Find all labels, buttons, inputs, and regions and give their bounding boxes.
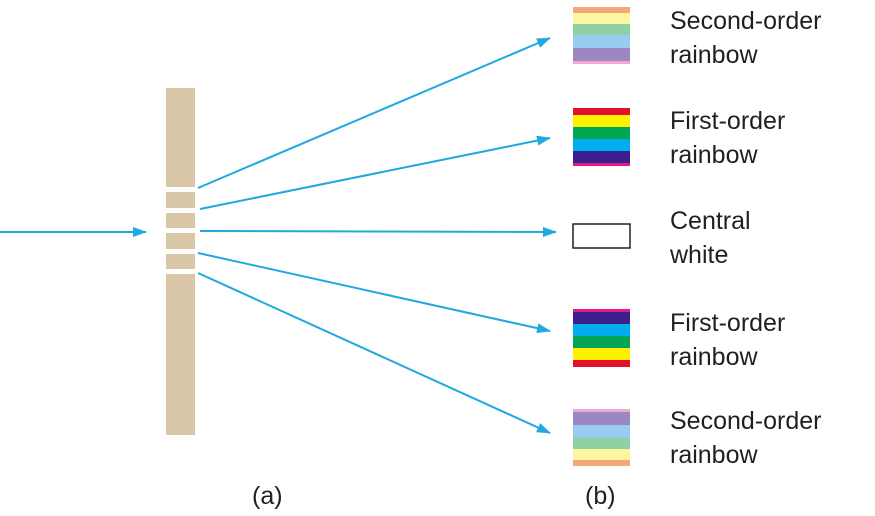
second-order-top-band: [573, 7, 630, 13]
second-order-bottom-band: [573, 438, 630, 449]
label-line: First-order: [670, 107, 786, 135]
second-order-bottom-band: [573, 425, 630, 438]
label-line: rainbow: [670, 41, 758, 69]
second-order-top-band: [573, 35, 630, 48]
label-central-white: Central white: [670, 204, 751, 272]
first-order-top-band: [573, 139, 630, 151]
label-first-order-top: First-order rainbow: [670, 104, 785, 172]
label-line: Second-order: [670, 7, 822, 35]
first-order-top-band: [573, 163, 630, 166]
label-line: Central: [670, 207, 751, 235]
label-first-order-bottom: First-order rainbow: [670, 306, 785, 374]
first-order-bottom-band: [573, 360, 630, 367]
second-order-bottom-band: [573, 449, 630, 460]
second-order-top-band: [573, 13, 630, 24]
label-line: rainbow: [670, 441, 758, 469]
first-order-bottom-band: [573, 348, 630, 360]
ray-second-order-down: [197, 272, 551, 434]
central-white-swatch: [572, 223, 631, 249]
label-line: Second-order: [670, 407, 822, 435]
first-order-bottom-band: [573, 309, 630, 312]
first-order-top-band: [573, 127, 630, 139]
second-order-bottom-band: [573, 460, 630, 466]
second-order-bottom-band: [573, 412, 630, 425]
second-order-top-band: [573, 61, 630, 64]
grating: [166, 88, 195, 435]
label-line: First-order: [670, 309, 786, 337]
label-line: rainbow: [670, 141, 758, 169]
second-order-bottom-band: [573, 409, 630, 412]
first-order-top-band: [573, 115, 630, 127]
first-order-top-band: [573, 108, 630, 115]
ray-first-order-up: [199, 135, 551, 210]
caption-b: (b): [585, 482, 616, 510]
ray-second-order-up: [197, 37, 551, 189]
label-line: rainbow: [670, 343, 758, 371]
second-order-top-band: [573, 24, 630, 35]
first-order-bottom-band: [573, 324, 630, 336]
first-order-top-band: [573, 151, 630, 163]
label-second-order-top: Second-order rainbow: [670, 4, 821, 72]
swatches: [573, 7, 630, 466]
first-order-bottom-band: [573, 336, 630, 348]
ray-first-order-down: [197, 252, 551, 334]
label-line: white: [670, 241, 729, 269]
second-order-top-band: [573, 48, 630, 61]
label-second-order-bottom: Second-order rainbow: [670, 404, 821, 472]
caption-a: (a): [252, 482, 283, 510]
first-order-bottom-band: [573, 312, 630, 324]
ray-central: [199, 226, 557, 237]
